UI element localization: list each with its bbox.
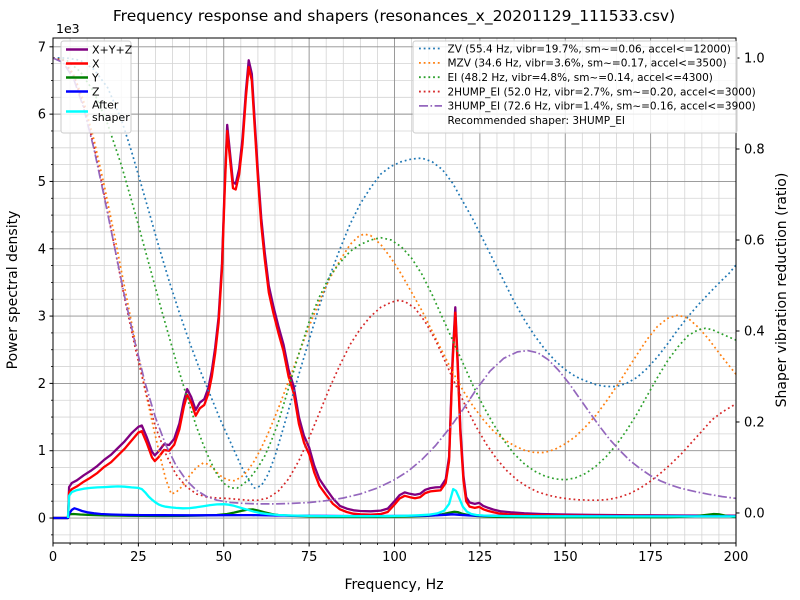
legend-label: EI (48.2 Hz, vibr=4.8%, sm~=0.14, accel<… (448, 72, 713, 84)
x-tick-label: 50 (215, 550, 232, 565)
series-after-shaper (66, 485, 736, 519)
y-left-tick-label: 1 (38, 444, 46, 459)
y-left-tick-label: 0 (38, 512, 46, 527)
x-tick-label: 150 (553, 550, 578, 565)
legend-shapers: ZV (55.4 Hz, vibr=19.7%, sm~=0.06, accel… (412, 40, 756, 134)
legend-label: Z (92, 85, 100, 98)
tick-marks-and-labels: 0 25 50 75 100 125 150 175 200 0 1 2 3 4 5 6 7 0.0 0.2 0.4 0… (38, 40, 765, 565)
legend-item-x-y-z: X+Y+Z (66, 43, 133, 56)
y-right-tick-label: 0.6 (744, 234, 765, 249)
y-axis-multiplier: 1e3 (56, 21, 80, 36)
legend-label: MZV (34.6 Hz, vibr=3.6%, sm~=0.17, accel… (448, 58, 727, 70)
x-tick-label: 25 (130, 550, 147, 565)
series-x (53, 65, 736, 520)
y-axis-label-left: Power spectral density (5, 211, 21, 370)
series-mzv (52, 57, 737, 495)
x-tick-label: 100 (382, 550, 407, 565)
legend-item-z: Z (66, 85, 100, 98)
legend-item-3hump-ei: 3HUMP_EI (72.6 Hz, vibr=1.4%, sm~=0.16, … (419, 101, 756, 113)
x-tick-label: 75 (301, 550, 318, 565)
legend-item-x: X (66, 57, 100, 70)
legend-label: X+Y+Z (92, 43, 133, 56)
x-axis-label: Frequency, Hz (344, 577, 443, 593)
psd-curves (53, 59, 737, 520)
legend-item-ei: EI (48.2 Hz, vibr=4.8%, sm~=0.14, accel<… (419, 72, 713, 84)
legend-label: 3HUMP_EI (72.6 Hz, vibr=1.4%, sm~=0.16, … (448, 101, 756, 113)
y-left-tick-label: 6 (38, 108, 46, 123)
legend-item-y: Y (66, 71, 99, 84)
y-right-tick-label: 0.0 (744, 506, 765, 521)
y-right-tick-label: 0.4 (744, 324, 765, 339)
y-left-tick-label: 5 (38, 175, 46, 190)
y-left-tick-label: 7 (38, 40, 46, 55)
legend-item-zv: ZV (55.4 Hz, vibr=19.7%, sm~=0.06, accel… (419, 43, 731, 55)
legend-item-mzv: MZV (34.6 Hz, vibr=3.6%, sm~=0.17, accel… (419, 58, 727, 70)
series-ei (52, 57, 737, 489)
y-left-tick-label: 2 (38, 377, 46, 392)
y-axis-label-right: Shaper vibration reduction (ratio) (774, 173, 790, 408)
x-tick-label: 175 (638, 550, 663, 565)
legend-recommended-shaper: Recommended shaper: 3HUMP_EI (448, 115, 626, 127)
legend-label: shaper (92, 111, 130, 124)
x-tick-label: 200 (724, 550, 749, 565)
y-right-tick-label: 0.2 (744, 415, 765, 430)
legend-shapers-box (412, 40, 738, 134)
series-zv (53, 57, 737, 489)
y-left-tick-label: 4 (38, 242, 46, 257)
series-3hump-ei (52, 57, 737, 505)
shaper-curves (52, 57, 737, 505)
x-tick-label: 0 (49, 550, 57, 565)
legend-label: Y (91, 71, 99, 84)
legend-label: ZV (55.4 Hz, vibr=19.7%, sm~=0.06, accel… (448, 43, 731, 55)
y-right-tick-label: 0.8 (744, 143, 765, 158)
chart-title: Frequency response and shapers (resonanc… (113, 7, 675, 26)
legend-label: After (92, 99, 119, 112)
legend-label: 2HUMP_EI (52.0 Hz, vibr=2.7%, sm~=0.20, … (448, 86, 756, 98)
y-right-tick-label: 1.0 (744, 52, 765, 67)
y-left-tick-label: 3 (38, 310, 46, 325)
legend-item-2hump-ei: 2HUMP_EI (52.0 Hz, vibr=2.7%, sm~=0.20, … (419, 86, 756, 98)
x-tick-label: 125 (467, 550, 492, 565)
legend-label: X (92, 57, 100, 70)
